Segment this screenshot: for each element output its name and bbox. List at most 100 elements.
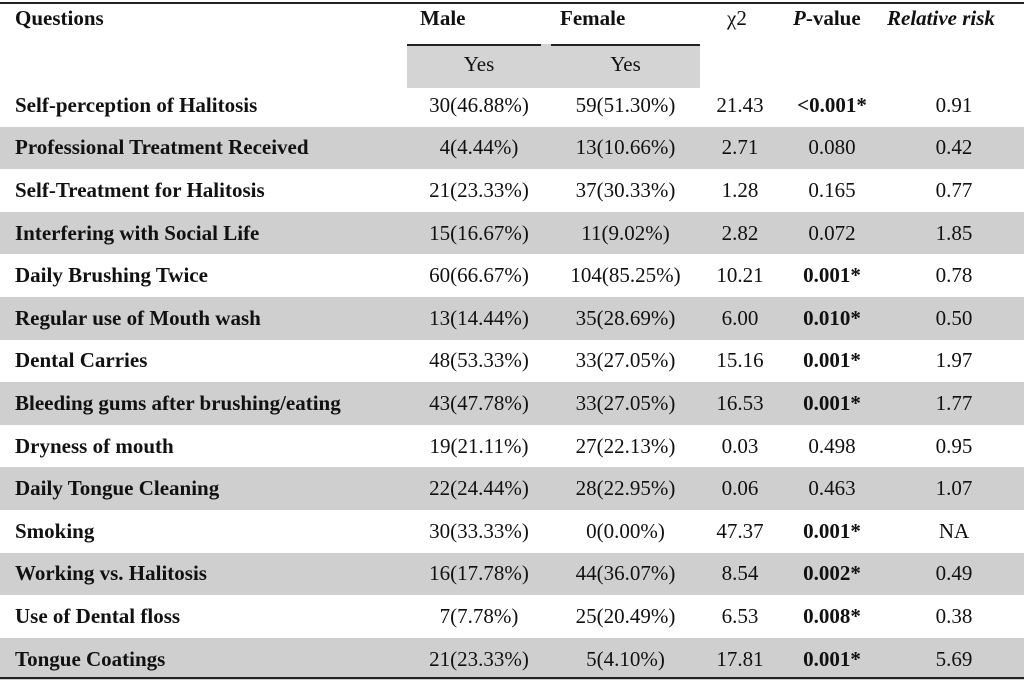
table-row: Regular use of Mouth wash 13(14.44%) 35(28… bbox=[0, 297, 1024, 340]
question-cell: Use of Dental floss bbox=[15, 603, 181, 628]
question-cell: Dental Carries bbox=[15, 348, 148, 373]
question-cell: Professional Treatment Received bbox=[15, 135, 309, 160]
male-sub-rule bbox=[407, 44, 541, 46]
female-cell: 13(10.66%) bbox=[575, 135, 676, 160]
header-questions: Questions bbox=[15, 6, 104, 30]
relative-risk-cell: 1.77 bbox=[935, 390, 973, 415]
male-cell: 30(46.88%) bbox=[429, 92, 529, 117]
p-value-cell: 0.498 bbox=[808, 433, 856, 458]
p-value-cell: 0.001* bbox=[803, 646, 861, 671]
chi2-cell: 6.53 bbox=[721, 603, 759, 628]
table-row: Dryness of mouth 19(21.11%) 27(22.13%) 0.03… bbox=[0, 425, 1024, 468]
male-cell: 4(4.44%) bbox=[439, 135, 519, 160]
table-row: Self-perception of Halitosis 30(46.88%) 59… bbox=[0, 84, 1024, 127]
table-row: Smoking 30(33.33%) 0(0.00%) 47.37 0.001* NA bbox=[0, 510, 1024, 553]
female-sub-header: Yes bbox=[610, 52, 641, 76]
table-row: Bleeding gums after brushing/eating 43(47… bbox=[0, 382, 1024, 425]
female-cell: 33(27.05%) bbox=[575, 348, 676, 373]
relative-risk-cell: 5.69 bbox=[935, 646, 973, 671]
header-female: Female bbox=[560, 6, 626, 30]
table-row: Professional Treatment Received 4(4.44%) 1… bbox=[0, 126, 1024, 170]
p-value-cell: 0.001* bbox=[803, 390, 861, 415]
relative-risk-cell: 0.91 bbox=[935, 92, 973, 117]
header-p-rest: -value bbox=[805, 6, 861, 30]
question-cell: Regular use of Mouth wash bbox=[15, 305, 261, 330]
female-cell: 28(22.95%) bbox=[575, 476, 676, 501]
female-cell: 59(51.30%) bbox=[575, 92, 676, 117]
chi2-cell: 10.21 bbox=[716, 263, 764, 288]
chi2-cell: 6.00 bbox=[721, 305, 759, 330]
table-row: Dental Carries 48(53.33%) 33(27.05%) 15.16 0… bbox=[0, 340, 1024, 383]
female-cell: 37(30.33%) bbox=[575, 177, 676, 202]
question-cell: Tongue Coatings bbox=[15, 646, 166, 671]
header-male: Male bbox=[420, 6, 466, 30]
chi2-cell: 2.82 bbox=[721, 220, 759, 245]
header-p-value: P-value bbox=[793, 0, 861, 36]
table-row: Interfering with Social Life 15(16.67%) 11… bbox=[0, 211, 1024, 255]
female-cell: 0(0.00%) bbox=[586, 518, 665, 543]
chi2-cell: 21.43 bbox=[716, 92, 764, 117]
p-value-cell: 0.165 bbox=[808, 177, 856, 202]
chi2-cell: 47.37 bbox=[716, 518, 764, 543]
female-cell: 44(36.07%) bbox=[575, 561, 676, 586]
table-row: Working vs. Halitosis 16(17.78%) 44(36.07%… bbox=[0, 552, 1024, 596]
female-cell: 35(28.69%) bbox=[575, 305, 676, 330]
relative-risk-cell: 1.07 bbox=[935, 476, 973, 501]
female-cell: 27(22.13%) bbox=[575, 433, 676, 458]
male-cell: 60(66.67%) bbox=[429, 263, 529, 288]
relative-risk-cell: 0.77 bbox=[935, 177, 973, 202]
sub-header-shade bbox=[407, 44, 700, 88]
question-cell: Working vs. Halitosis bbox=[15, 561, 207, 586]
male-cell: 30(33.33%) bbox=[429, 518, 529, 543]
table-row: Tongue Coatings 21(23.33%) 5(4.10%) 17.81 0.… bbox=[0, 637, 1024, 681]
chi2-cell: 1.28 bbox=[721, 177, 759, 202]
question-cell: Interfering with Social Life bbox=[15, 220, 260, 245]
male-cell: 22(24.44%) bbox=[429, 476, 529, 501]
male-cell: 15(16.67%) bbox=[429, 220, 529, 245]
male-cell: 7(7.78%) bbox=[439, 603, 519, 628]
male-cell: 13(14.44%) bbox=[429, 305, 529, 330]
male-cell: 16(17.78%) bbox=[429, 561, 529, 586]
chi2-cell: 0.03 bbox=[721, 433, 759, 458]
table-row: Daily Brushing Twice 60(66.67%) 104(85.25%… bbox=[0, 254, 1024, 297]
male-cell: 43(47.78%) bbox=[429, 390, 529, 415]
female-sub-rule bbox=[551, 44, 700, 46]
question-cell: Daily Brushing Twice bbox=[15, 263, 208, 288]
relative-risk-cell: 0.49 bbox=[935, 561, 973, 586]
male-cell: 21(23.33%) bbox=[429, 646, 529, 671]
p-value-cell: 0.001* bbox=[803, 263, 861, 288]
question-cell: Daily Tongue Cleaning bbox=[15, 476, 220, 501]
question-cell: Smoking bbox=[15, 518, 95, 543]
female-cell: 25(20.49%) bbox=[575, 603, 676, 628]
female-cell: 104(85.25%) bbox=[570, 263, 681, 288]
header-chi2: χ2 bbox=[727, 6, 747, 30]
male-cell: 48(53.33%) bbox=[429, 348, 529, 373]
p-value-cell: 0.002* bbox=[803, 561, 861, 586]
female-cell: 11(9.02%) bbox=[581, 220, 670, 245]
chi2-cell: 16.53 bbox=[716, 390, 764, 415]
relative-risk-cell: 0.95 bbox=[935, 433, 973, 458]
female-cell: 33(27.05%) bbox=[575, 390, 676, 415]
p-value-cell: 0.001* bbox=[803, 518, 861, 543]
p-value-cell: 0.072 bbox=[808, 220, 856, 245]
male-cell: 21(23.33%) bbox=[429, 177, 529, 202]
top-rule bbox=[0, 2, 1024, 4]
header-relative-risk-text: Relative risk bbox=[887, 6, 995, 30]
p-value-cell: 0.080 bbox=[808, 135, 856, 160]
question-cell: Dryness of mouth bbox=[15, 433, 174, 458]
bottom-rule bbox=[0, 677, 1024, 679]
male-sub-header: Yes bbox=[463, 52, 495, 76]
chi2-cell: 17.81 bbox=[716, 646, 764, 671]
male-cell: 19(21.11%) bbox=[429, 433, 529, 458]
p-value-cell: 0.010* bbox=[803, 305, 861, 330]
relative-risk-cell: 0.78 bbox=[935, 263, 973, 288]
p-value-cell: <0.001* bbox=[797, 92, 867, 117]
relative-risk-cell: 0.42 bbox=[935, 135, 973, 160]
chi2-cell: 8.54 bbox=[721, 561, 759, 586]
question-cell: Bleeding gums after brushing/eating bbox=[15, 390, 341, 415]
chi2-cell: 0.06 bbox=[721, 476, 759, 501]
table-row: Self-Treatment for Halitosis 21(23.33%) 37… bbox=[0, 169, 1024, 212]
chi2-cell: 2.71 bbox=[721, 135, 759, 160]
relative-risk-cell: 0.50 bbox=[935, 305, 973, 330]
